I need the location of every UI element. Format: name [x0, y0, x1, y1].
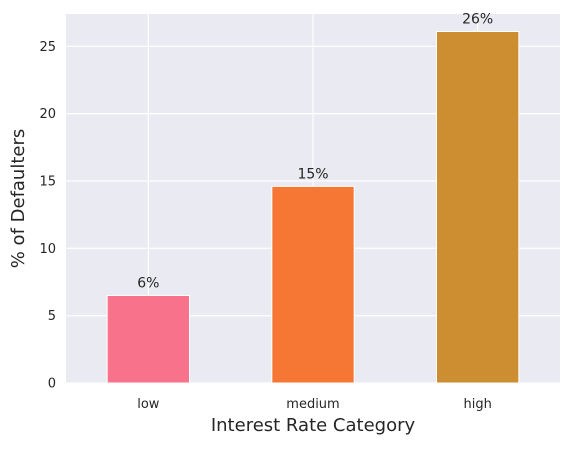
- y-tick-label: 5: [48, 309, 56, 324]
- y-tick-label: 0: [48, 377, 56, 392]
- bar-low: [107, 295, 189, 383]
- y-tick-label: 20: [39, 107, 56, 122]
- bar-medium: [272, 186, 354, 383]
- y-tick-label: 15: [39, 174, 56, 189]
- y-axis-title: % of Defaulters: [8, 129, 29, 269]
- bar-value-label: 6%: [137, 275, 159, 291]
- x-tick-label: high: [463, 397, 491, 412]
- y-tick-label: 10: [39, 242, 56, 257]
- x-axis-title: Interest Rate Category: [211, 415, 416, 436]
- x-tick-label: low: [137, 397, 160, 412]
- x-tick-label: medium: [286, 397, 339, 412]
- bar-value-label: 15%: [297, 166, 328, 182]
- bar-value-label: 26%: [462, 12, 493, 28]
- y-tick-label: 25: [39, 40, 56, 55]
- bar-high: [437, 32, 519, 383]
